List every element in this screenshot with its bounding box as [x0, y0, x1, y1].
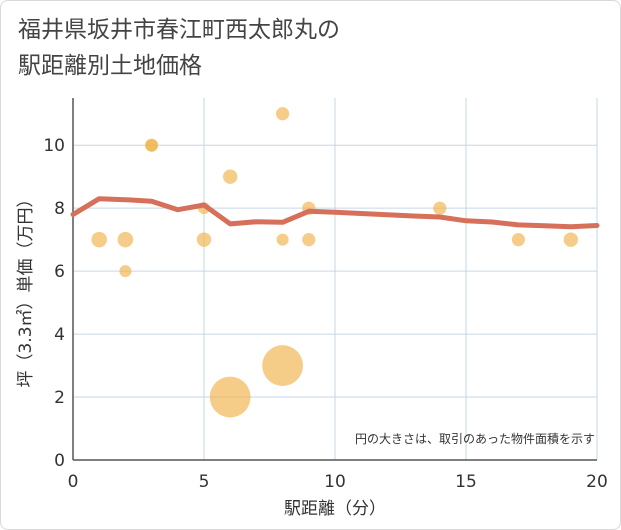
bubble-10: [276, 233, 289, 246]
bubble-6: [196, 232, 212, 247]
axes: [72, 98, 597, 461]
bubble-8: [209, 376, 251, 418]
trend: [70, 196, 600, 230]
x-tick-label-3: 15: [455, 472, 477, 492]
y-tick-labels: 0 2 4 6 8 10: [43, 136, 65, 471]
bubble-14: [433, 201, 447, 215]
trend-line: [70, 196, 600, 230]
x-tick-label-0: 0: [68, 472, 79, 492]
title-line-1: 福井県坂井市春江町西太郎丸の: [18, 17, 340, 43]
bubble-15: [511, 233, 525, 247]
bubbles: [91, 107, 578, 418]
x-tick-label-1: 5: [199, 472, 210, 492]
bubble-1: [117, 231, 134, 248]
x-axis-label: 駅距離（分）: [284, 499, 386, 519]
bubble-size-note: 円の大きさは、取引のあった物件面積を示す: [355, 431, 595, 446]
y-tick-label-3: 6: [54, 262, 65, 282]
bubble-9: [276, 107, 290, 121]
y-tick-label-1: 2: [54, 388, 65, 408]
y-tick-label-2: 4: [54, 325, 65, 345]
title-line-2: 駅距離別土地価格: [18, 53, 202, 79]
x-tick-label-4: 20: [586, 472, 608, 492]
bubble-2: [119, 265, 132, 278]
x-tick-label-2: 10: [324, 472, 346, 492]
bubble-16: [563, 232, 578, 247]
y-tick-label-0: 0: [54, 451, 65, 471]
bubble-11: [262, 345, 303, 386]
chart-title: 福井県坂井市春江町西太郎丸の 駅距離別土地価格: [18, 12, 340, 84]
y-tick-label-5: 10: [43, 136, 65, 156]
y-tick-label-4: 8: [54, 199, 65, 219]
x-tick-labels: 0 5 10 15 20: [68, 472, 608, 492]
y-axis-label: 坪（3.3㎡）単価（万円）: [16, 190, 36, 387]
bubble-4: [145, 139, 158, 152]
bubble-13: [302, 233, 316, 247]
bubble-0: [91, 231, 107, 248]
grid-lines: [73, 98, 598, 460]
bubble-7: [223, 169, 238, 184]
